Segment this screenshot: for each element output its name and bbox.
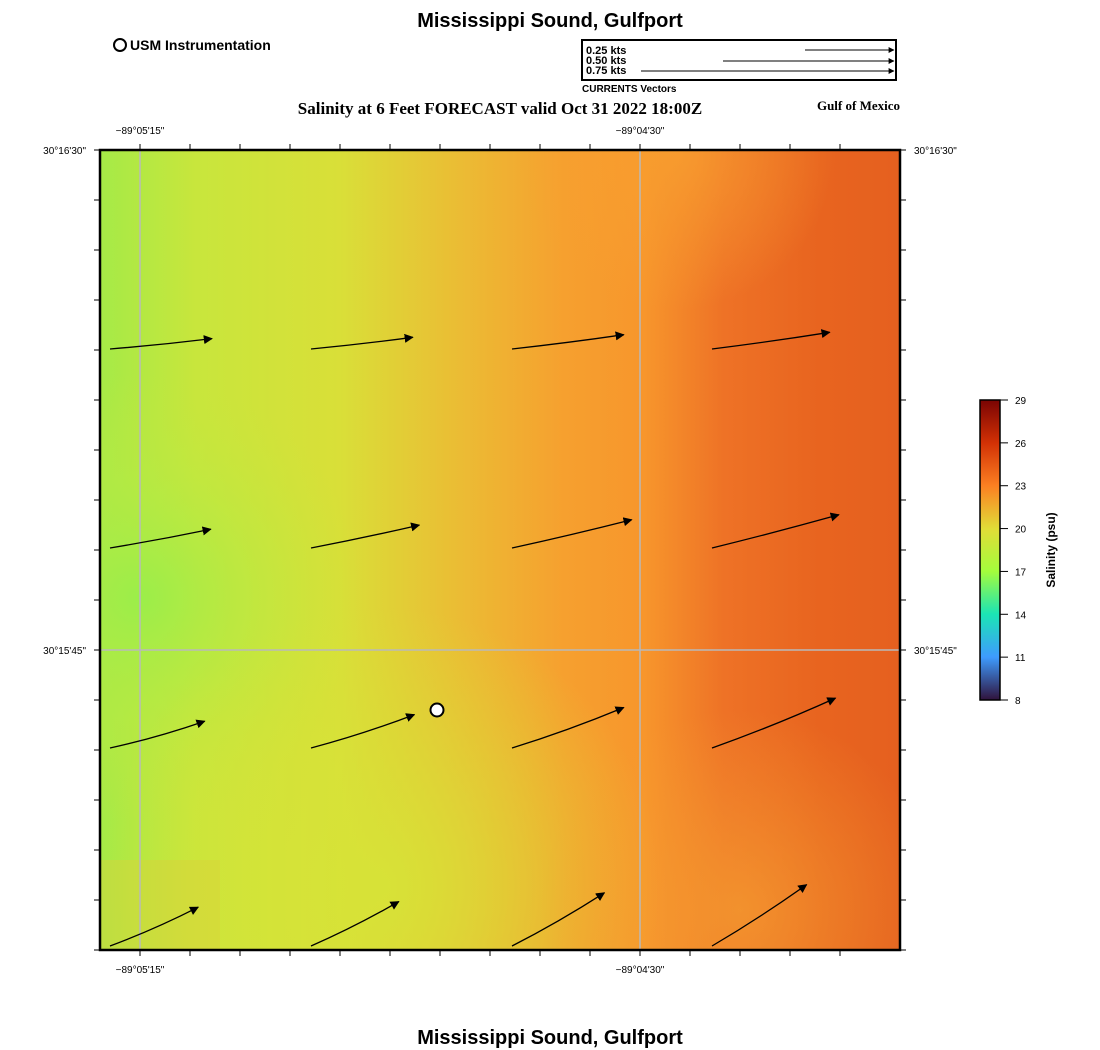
lat-label-left-1: 30°16'30" <box>43 146 86 157</box>
colorbar-tick-label: 23 <box>1015 482 1027 493</box>
current-vector-arrow <box>310 522 421 549</box>
lon-label-top-1: −89°05'15" <box>116 126 165 137</box>
current-vector-arrow <box>310 333 414 350</box>
current-vector-arrow <box>109 719 206 749</box>
lat-label-right-2: 30°15'45" <box>914 646 957 657</box>
colorbar-tick-label: 20 <box>1015 525 1027 536</box>
colorbar-tick-label: 11 <box>1015 653 1026 664</box>
current-vector-arrow <box>511 331 625 350</box>
colorbar-tick-label: 8 <box>1015 696 1021 707</box>
current-vectors <box>109 329 840 947</box>
current-vector-arrow <box>310 713 416 749</box>
vector-legend-arrows <box>641 47 895 74</box>
lon-label-bottom-1: −89°05'15" <box>116 965 165 976</box>
colorbar-tick-label: 26 <box>1015 439 1027 450</box>
forecast-subtitle: Salinity at 6 Feet FORECAST valid Oct 31… <box>297 99 703 118</box>
map-title: Mississippi Sound, Gulfport <box>417 10 683 32</box>
current-vector-arrow <box>711 512 840 549</box>
current-vector-arrow <box>711 697 837 749</box>
current-vector-arrow <box>310 901 400 947</box>
colorbar-tick-label: 14 <box>1015 610 1027 621</box>
station-marker-icon <box>113 38 127 52</box>
lat-label-right-1: 30°16'30" <box>914 146 957 157</box>
salinity-colorbar: 29 26 23 20 17 14 11 8 Salinity (psu) <box>979 396 1058 707</box>
current-vector-arrow <box>711 884 808 947</box>
region-label: Gulf of Mexico <box>816 98 900 113</box>
current-vector-arrow <box>109 906 200 947</box>
colorbar-tick-label: 29 <box>1015 396 1027 407</box>
footer-title: Mississippi Sound, Gulfport <box>417 1027 683 1049</box>
current-vector-arrow <box>711 329 831 350</box>
instrument-legend-label: USM Instrumentation <box>130 37 271 53</box>
legend-label-050: 0.50 kts <box>586 55 627 67</box>
current-vector-arrow <box>109 335 213 350</box>
instrument-legend: USM Instrumentation <box>113 37 271 53</box>
current-vector-arrow <box>511 517 633 549</box>
lon-label-bottom-2: −89°04'30" <box>616 965 665 976</box>
colorbar-tick-label: 17 <box>1015 567 1027 578</box>
colorbar-label: Salinity (psu) <box>1044 512 1058 587</box>
vector-legend-caption: CURRENTS Vectors <box>582 84 677 95</box>
vector-legend: 0.25 kts 0.50 kts 0.75 kts <box>581 39 897 81</box>
legend-label-075: 0.75 kts <box>586 65 627 77</box>
usm-station-marker <box>429 702 445 718</box>
current-vector-arrow <box>109 526 212 549</box>
frame-ticks <box>94 144 906 956</box>
lon-label-top-2: −89°04'30" <box>616 126 665 137</box>
lat-label-left-2: 30°15'45" <box>43 646 86 657</box>
salinity-field <box>100 150 900 950</box>
current-vector-arrow <box>511 706 625 749</box>
current-vector-arrow <box>511 892 606 947</box>
graticule <box>100 150 900 950</box>
legend-label-025: 0.25 kts <box>586 45 627 57</box>
